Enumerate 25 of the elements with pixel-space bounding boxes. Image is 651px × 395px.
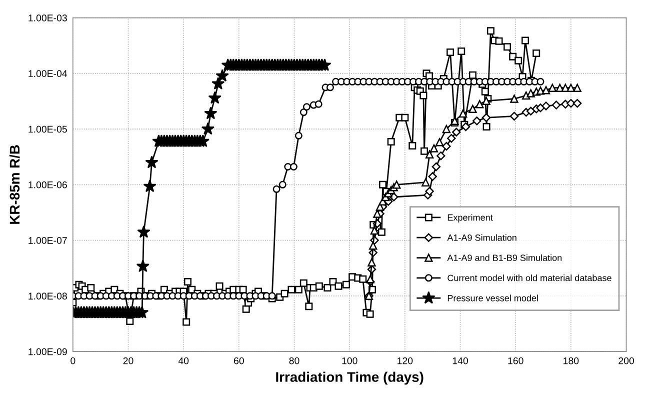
x-tick-label: 140 [452,357,468,364]
legend-label: A1-A9 Simulation [447,234,516,241]
x-tick-label: 40 [178,357,189,364]
x-tick-label: 20 [123,357,134,364]
y-tick-label: 1.00E-03 [28,14,67,22]
x-tick-label: 200 [618,357,634,364]
x-tick-label: 0 [70,357,76,364]
legend-label: Pressure vessel model [448,294,538,302]
y-tick-label: 1.00E-04 [28,70,68,78]
legend-label: Experiment [448,214,493,222]
x-tick-label: 60 [234,357,244,364]
x-tick-label: 120 [398,357,413,364]
legend-label: A1-A9 and B1-B9 Simulation [447,254,562,262]
y-tick-label: 1.00E-06 [28,181,67,188]
y-axis-title: KR-85m R/B [9,145,20,224]
y-tick-label: 1.00E-09 [28,348,67,356]
y-tick-label: 1.00E-08 [28,292,67,300]
x-tick-label: 80 [289,357,300,364]
y-tick-label: 1.00E-07 [28,237,67,244]
x-tick-label: 160 [508,357,524,364]
legend-label: Current model with old material database [448,274,612,282]
y-tick-label: 1.00E-05 [28,126,67,133]
x-tick-label: 180 [564,357,579,364]
x-tick-label: 100 [342,357,358,364]
x-axis-title: Irradiation Time (days) [276,372,424,385]
